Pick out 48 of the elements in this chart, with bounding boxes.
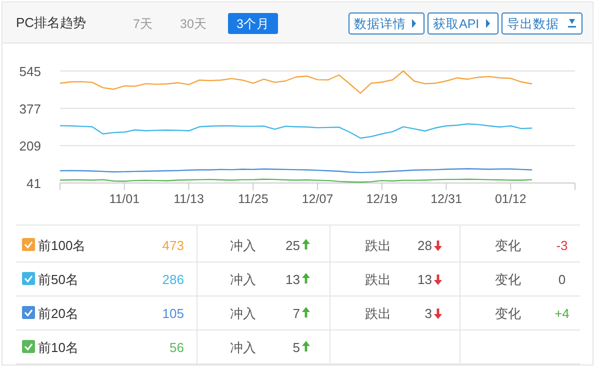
x-tick-label: 12/31	[430, 192, 462, 206]
text: 数据详情	[354, 17, 406, 31]
x-tick-label: 11/25	[238, 192, 268, 206]
legend-label: 前50名	[38, 272, 78, 287]
text: 13	[418, 272, 432, 287]
text: -3	[556, 238, 568, 253]
line-series	[59, 123, 533, 139]
y-tick-label: 545	[19, 64, 41, 79]
text: 13	[286, 272, 300, 287]
legend-label: 前100名	[38, 238, 86, 253]
y-tick-label: 209	[19, 138, 41, 154]
text: 0	[558, 272, 566, 287]
text: 冲入	[230, 306, 256, 321]
x-tick-label: 01/12	[494, 192, 526, 206]
x-tick-label: 12/07	[302, 192, 334, 206]
text: 286	[162, 272, 184, 287]
text: 冲入	[230, 272, 256, 287]
text: 105	[162, 306, 184, 321]
x-tick-label: 12/19	[366, 192, 398, 206]
text: 冲入	[230, 238, 256, 253]
y-tick-label: 41	[26, 176, 41, 191]
legend-label: 前10名	[38, 340, 78, 355]
text: 获取API	[433, 17, 480, 31]
text: 7天	[133, 17, 153, 31]
text: 3个月	[236, 17, 270, 31]
x-tick-label: 11/01	[109, 192, 140, 206]
text: 变化	[495, 306, 521, 321]
text: 变化	[495, 272, 521, 287]
text: 473	[162, 238, 184, 253]
text: +4	[554, 306, 570, 321]
text: 5	[292, 340, 300, 355]
text: 导出数据	[507, 17, 559, 31]
y-tick-label: 377	[19, 101, 41, 116]
text: 28	[418, 238, 432, 253]
text: 25	[286, 238, 300, 253]
text: 跌出	[365, 238, 391, 253]
line-series	[59, 70, 533, 94]
text: 56	[170, 340, 184, 355]
text: 7	[292, 306, 300, 321]
chart-title: PC排名趋势	[16, 15, 86, 30]
text: 跌出	[365, 306, 391, 321]
legend-label: 前20名	[38, 306, 78, 321]
text: 30天	[180, 17, 207, 31]
text: 跌出	[365, 272, 391, 287]
text: 变化	[495, 238, 521, 253]
text: 3	[424, 306, 432, 321]
text: 冲入	[230, 340, 256, 355]
x-tick-label: 11/13	[174, 192, 204, 206]
